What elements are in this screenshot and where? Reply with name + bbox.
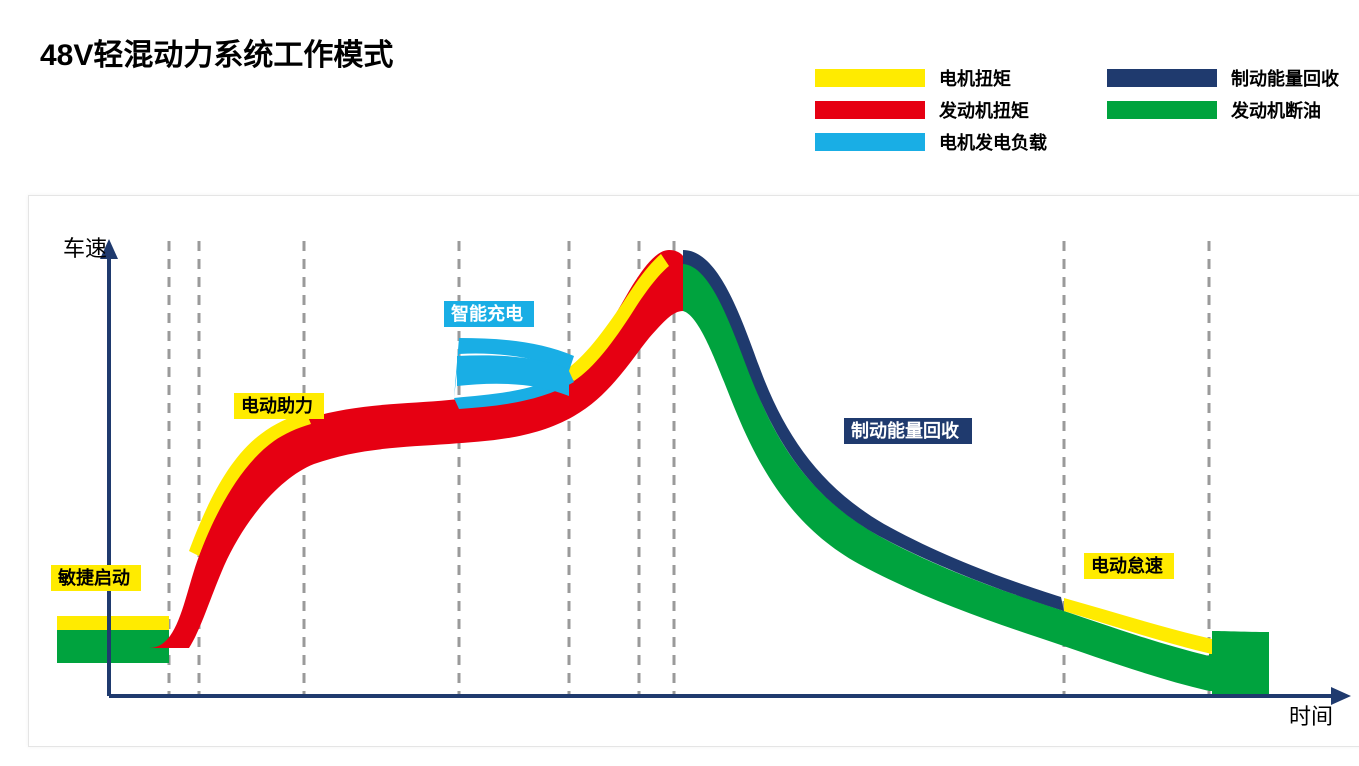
band-idle-green-tail2: [1212, 631, 1269, 696]
chart-panel: 车速时间 敏捷启动 电动助力 智能充电制动能量回收电动怠速: [28, 195, 1359, 747]
legend-item: 发动机扭矩: [815, 97, 1047, 123]
legend-col-2: 制动能量回收发动机断油: [1107, 65, 1339, 155]
x-axis-label: 时间: [1289, 704, 1333, 729]
callout-label: 电动助力: [241, 395, 313, 416]
legend-label: 电机发电负载: [939, 129, 1047, 155]
band-start-green: [57, 630, 169, 663]
legend-swatch: [1107, 101, 1217, 119]
page-title: 48V轻混动力系统工作模式: [40, 30, 393, 74]
legend-col-1: 电机扭矩发动机扭矩电机发电负载: [815, 65, 1047, 155]
callout-label: 电动怠速: [1091, 555, 1163, 576]
callout-label: 敏捷启动: [57, 567, 130, 588]
chart-svg: 车速时间 敏捷启动 电动助力 智能充电制动能量回收电动怠速: [29, 196, 1359, 746]
legend-swatch: [815, 69, 925, 87]
legend-item: 制动能量回收: [1107, 65, 1339, 91]
band-start-yellow: [57, 616, 169, 630]
callout-label: 制动能量回收: [851, 420, 959, 441]
y-axis-label: 车速: [63, 236, 107, 261]
legend-label: 电机扭矩: [939, 65, 1011, 91]
figure-root: 48V轻混动力系统工作模式 电机扭矩发动机扭矩电机发电负载 制动能量回收发动机断…: [20, 20, 1359, 746]
legend-swatch: [815, 133, 925, 151]
legend-item: 发动机断油: [1107, 97, 1339, 123]
legend-item: 电机扭矩: [815, 65, 1047, 91]
legend: 电机扭矩发动机扭矩电机发电负载 制动能量回收发动机断油: [815, 65, 1339, 155]
legend-label: 制动能量回收: [1231, 65, 1339, 91]
legend-label: 发动机扭矩: [939, 97, 1029, 123]
callout-label: 智能充电: [451, 303, 523, 324]
legend-item: 电机发电负载: [815, 129, 1047, 155]
legend-swatch: [815, 101, 925, 119]
legend-label: 发动机断油: [1231, 97, 1321, 123]
legend-swatch: [1107, 69, 1217, 87]
